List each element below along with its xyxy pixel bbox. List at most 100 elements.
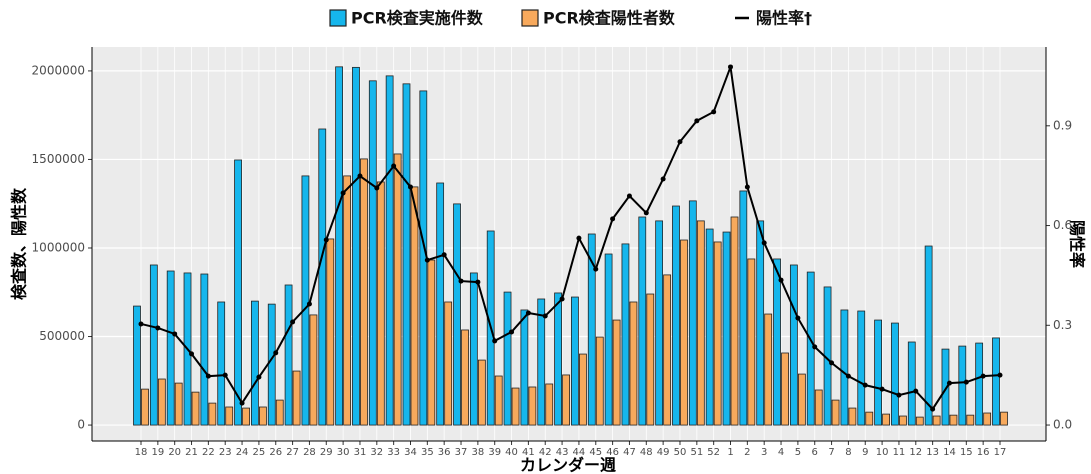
rate-point	[441, 252, 447, 258]
rate-point	[424, 257, 430, 263]
bar	[554, 292, 562, 426]
x-tick-label: 12	[909, 447, 922, 458]
bar	[537, 298, 546, 426]
x-tick-label: 7	[828, 447, 834, 458]
x-tick-label: 14	[943, 447, 956, 458]
bar	[157, 378, 166, 426]
x-tick-label: 13	[926, 447, 939, 458]
bar	[343, 175, 352, 426]
rate-point	[374, 185, 380, 191]
x-tick-label: 31	[354, 447, 367, 458]
bar	[696, 220, 705, 426]
y-tick-label: 2000000	[32, 63, 85, 77]
x-tick-label: 18	[135, 447, 148, 458]
bar	[259, 406, 267, 426]
rate-point	[273, 350, 279, 356]
bar	[739, 190, 748, 426]
bar	[444, 301, 453, 426]
rate-point	[963, 379, 969, 385]
bar	[941, 348, 950, 426]
bar	[562, 374, 570, 426]
bar	[419, 90, 428, 426]
x-tick-label: 25	[253, 447, 266, 458]
bar	[511, 387, 520, 426]
bar	[865, 411, 874, 426]
bar	[773, 258, 781, 426]
x-tick-label: 1	[727, 447, 733, 458]
rate-point	[593, 266, 599, 272]
bar	[814, 389, 823, 426]
x-tick-label: 52	[707, 447, 720, 458]
x-tick-label: 44	[573, 447, 586, 458]
bar	[149, 264, 158, 426]
bar	[983, 412, 992, 426]
bar	[915, 416, 924, 426]
bar	[638, 216, 647, 426]
bar	[267, 303, 276, 426]
bar	[301, 175, 310, 426]
x-tick-label: 21	[185, 447, 198, 458]
bar	[899, 415, 907, 426]
bar	[958, 345, 967, 426]
bar	[722, 231, 731, 426]
legend-swatch	[521, 9, 539, 27]
x-tick-label: 32	[370, 447, 383, 458]
rate-line	[140, 66, 1001, 411]
rate-point	[761, 240, 767, 246]
x-tick-label: 33	[387, 447, 400, 458]
bar	[688, 200, 697, 426]
bar	[672, 205, 680, 426]
bar	[217, 301, 226, 426]
x-tick-label: 45	[589, 447, 602, 458]
bar	[545, 383, 554, 426]
x-tick-label: 50	[674, 447, 687, 458]
bar	[907, 341, 916, 426]
x-tick-label: 11	[893, 447, 906, 458]
bar	[469, 272, 478, 426]
bar	[992, 337, 1000, 426]
rate-point	[744, 184, 750, 190]
bar	[747, 258, 756, 426]
bar	[891, 322, 899, 426]
x-tick-label: 38	[471, 447, 484, 458]
rate-point	[643, 210, 649, 216]
rate-point	[829, 360, 835, 366]
bar	[604, 253, 613, 426]
bar	[225, 406, 234, 426]
bar	[966, 414, 975, 426]
y-axis-title: 検査数、陽性数	[10, 187, 29, 300]
x-tick-label: 4	[778, 447, 784, 458]
legend-label: PCR検査実施件数	[351, 9, 484, 28]
rate-point	[862, 382, 868, 388]
rate-point	[509, 329, 515, 335]
bar	[924, 245, 933, 426]
bar	[461, 329, 469, 426]
x-tick-label: 20	[168, 447, 181, 458]
bar	[393, 153, 402, 426]
bar	[436, 182, 445, 426]
bar	[242, 407, 250, 426]
x-tick-label: 51	[690, 447, 703, 458]
x-tick-label: 22	[202, 447, 215, 458]
x-tick-label: 27	[286, 447, 299, 458]
y-tick-label: 1000000	[32, 240, 85, 254]
bar	[789, 264, 798, 426]
bar	[166, 270, 175, 426]
bar	[292, 370, 301, 426]
bar	[857, 310, 866, 426]
bar	[579, 353, 587, 426]
bar	[781, 352, 789, 426]
x-tick-label: 5	[795, 447, 801, 458]
x-tick-label: 40	[505, 447, 518, 458]
rate-point	[525, 310, 531, 316]
bar	[318, 128, 327, 426]
x-tick-label: 43	[556, 447, 569, 458]
rate-point	[542, 313, 548, 319]
bar	[284, 284, 293, 426]
x-tick-label: 46	[606, 447, 619, 458]
y2-tick-label: 0.0	[1053, 418, 1072, 432]
x-tick-label: 10	[876, 447, 889, 458]
bar	[410, 186, 419, 426]
y-tick-label: 0	[77, 418, 85, 432]
